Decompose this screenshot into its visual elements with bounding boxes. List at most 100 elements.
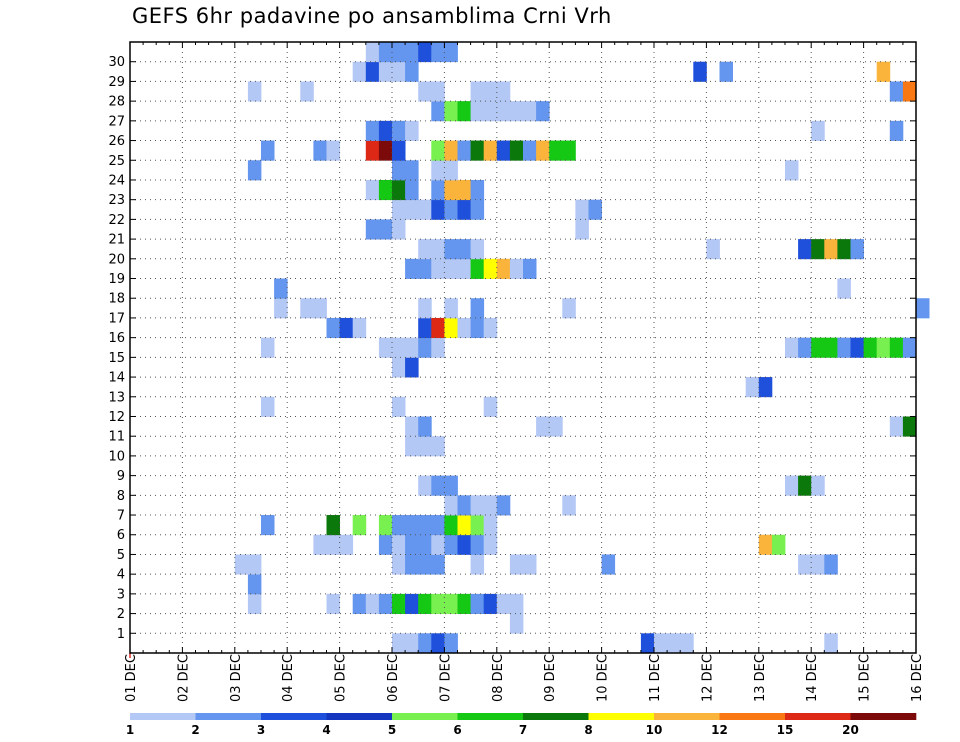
heatmap-cell bbox=[470, 258, 485, 279]
heatmap-cell bbox=[470, 140, 485, 161]
x-date-label: 05 DEC bbox=[334, 654, 349, 702]
heatmap-cell bbox=[509, 140, 524, 161]
heatmap-cell bbox=[378, 179, 393, 201]
heatmap-cell bbox=[457, 534, 471, 555]
heatmap-cell bbox=[365, 120, 380, 141]
heatmap-cell bbox=[824, 633, 838, 654]
heatmap-cell bbox=[470, 81, 485, 102]
heatmap-cell bbox=[523, 140, 537, 161]
legend-label: 1 bbox=[126, 723, 134, 737]
heatmap-cell bbox=[431, 436, 445, 457]
heatmap-cell bbox=[444, 475, 458, 496]
legend-label: 12 bbox=[711, 723, 728, 737]
heatmap-cell bbox=[378, 593, 393, 614]
heatmap-cell bbox=[470, 179, 485, 201]
x-date-label: 15 DEC bbox=[858, 654, 873, 702]
heatmap-cell bbox=[405, 199, 419, 220]
heatmap-cell bbox=[483, 101, 498, 122]
heatmap-cell bbox=[418, 298, 432, 319]
heatmap-cell bbox=[470, 239, 485, 260]
heatmap-cell bbox=[431, 239, 445, 260]
heatmap-cell bbox=[680, 633, 694, 654]
heatmap-cell bbox=[392, 140, 406, 161]
heatmap-cell bbox=[300, 81, 314, 102]
heatmap-cell bbox=[431, 515, 445, 536]
heatmap-cell bbox=[392, 357, 406, 378]
legend-label: 6 bbox=[453, 723, 461, 737]
legend-label: 15 bbox=[777, 723, 794, 737]
legend-label: 4 bbox=[322, 723, 330, 737]
heatmap-cell bbox=[274, 298, 288, 319]
heatmap-cell bbox=[654, 633, 668, 654]
heatmap-cell bbox=[444, 633, 458, 654]
heatmap-cell bbox=[483, 258, 498, 279]
legend-label: 8 bbox=[584, 723, 592, 737]
heatmap-cell bbox=[405, 436, 419, 457]
y-tick-label: 21 bbox=[108, 233, 125, 248]
heatmap-cell bbox=[902, 337, 917, 358]
legend-label: 5 bbox=[388, 723, 396, 737]
heatmap-cell bbox=[470, 593, 485, 614]
legend-swatch bbox=[719, 713, 786, 720]
heatmap-cell bbox=[509, 554, 524, 575]
heatmap-cell bbox=[444, 495, 458, 516]
heatmap-cell bbox=[719, 61, 733, 82]
heatmap-cell bbox=[444, 42, 458, 63]
heatmap-cell bbox=[247, 160, 262, 181]
x-date-label: 06 DEC bbox=[386, 654, 401, 702]
heatmap-cell bbox=[247, 81, 262, 102]
heatmap-cell bbox=[470, 317, 485, 339]
heatmap-cell bbox=[365, 219, 380, 240]
heatmap-cell bbox=[418, 258, 432, 279]
y-tick-label: 29 bbox=[108, 75, 125, 90]
plot-frame bbox=[129, 41, 917, 654]
heatmap-cell bbox=[405, 61, 419, 82]
heatmap-cell bbox=[785, 475, 799, 496]
heatmap-cell bbox=[326, 534, 340, 555]
heatmap-cell bbox=[313, 534, 327, 555]
chart-title: GEFS 6hr padavine po ansamblima Crni Vrh bbox=[132, 4, 612, 28]
heatmap-cell bbox=[889, 120, 904, 141]
heatmap-cell bbox=[536, 140, 550, 161]
y-tick-label: 23 bbox=[108, 193, 125, 208]
legend-swatch bbox=[457, 713, 524, 720]
heatmap-cell bbox=[431, 475, 445, 496]
heatmap-cell bbox=[405, 633, 419, 654]
y-tick-label: 17 bbox=[108, 311, 125, 326]
heatmap-cell bbox=[431, 258, 445, 279]
y-tick-label: 10 bbox=[108, 449, 125, 464]
legend-label: 7 bbox=[519, 723, 527, 737]
heatmap-cell bbox=[431, 633, 445, 654]
y-tick-label: 9 bbox=[117, 469, 125, 484]
heatmap-cell bbox=[352, 317, 367, 339]
heatmap-cell bbox=[916, 298, 930, 319]
heatmap-cell bbox=[470, 298, 485, 319]
heatmap-cell bbox=[562, 298, 576, 319]
heatmap-cell bbox=[850, 337, 864, 358]
y-tick-label: 5 bbox=[117, 548, 125, 563]
heatmap-cell bbox=[392, 179, 406, 201]
heatmap-cell bbox=[483, 495, 498, 516]
heatmap-cell bbox=[444, 160, 458, 181]
y-tick-label: 12 bbox=[108, 410, 125, 425]
heatmap-cell bbox=[326, 515, 340, 536]
heatmap-cell bbox=[575, 219, 589, 240]
heatmap-cell bbox=[405, 416, 419, 437]
y-tick-label: 3 bbox=[117, 587, 125, 602]
heatmap-cell bbox=[496, 258, 511, 279]
heatmap-cell bbox=[811, 554, 825, 575]
heatmap-cell bbox=[365, 179, 380, 201]
heatmap-cell bbox=[811, 239, 825, 260]
legend-label: 3 bbox=[257, 723, 265, 737]
heatmap-cell bbox=[431, 42, 445, 63]
x-date-label: 08 DEC bbox=[491, 654, 506, 702]
legend-label: 10 bbox=[646, 723, 663, 737]
heatmap-cell bbox=[418, 633, 432, 654]
heatmap-cell bbox=[811, 120, 825, 141]
heatmap-cell bbox=[405, 120, 419, 141]
heatmap-cell bbox=[837, 239, 851, 260]
legend-swatch bbox=[785, 713, 851, 720]
heatmap-cell bbox=[431, 140, 445, 161]
heatmap-cell bbox=[693, 61, 707, 82]
legend-label: 2 bbox=[191, 723, 199, 737]
